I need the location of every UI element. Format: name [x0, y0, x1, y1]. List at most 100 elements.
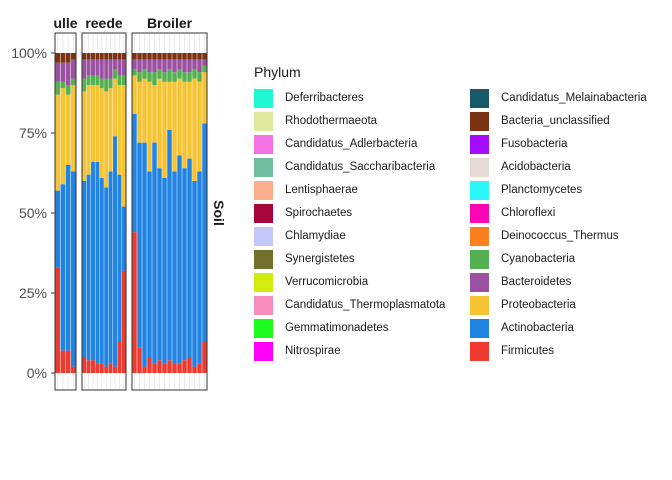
bar-segment [121, 85, 126, 207]
bar-segment [95, 59, 100, 76]
bar-segment [182, 59, 187, 73]
legend-label: Acidobacteria [501, 161, 571, 173]
bar-segment [104, 78, 109, 92]
bar-segment [65, 94, 71, 165]
legend-item: Spirochaetes [254, 202, 352, 224]
bar-segment [91, 360, 95, 373]
bar-segment [108, 53, 113, 60]
bar-segment [197, 171, 202, 364]
bar-segment [99, 59, 104, 79]
bar-segment [121, 53, 126, 60]
bar-segment [60, 184, 66, 351]
legend-item: Actinobacteria [470, 317, 574, 339]
bar-segment [137, 59, 142, 73]
legend-swatch [470, 341, 489, 361]
bar-segment [192, 181, 197, 367]
bar-segment [172, 171, 177, 364]
bar-segment [60, 53, 66, 63]
bar-segment [99, 78, 104, 89]
bar-segment [182, 360, 187, 373]
legend-label: Chlamydiae [285, 230, 346, 242]
bar-segment [152, 363, 157, 373]
bar-segment [192, 366, 197, 373]
bar-segment [202, 53, 207, 60]
legend-item: Bacteroidetes [470, 271, 571, 293]
bar-segment [172, 59, 177, 73]
legend-label: Planctomycetes [501, 184, 583, 196]
facet-strip-label: ulle [53, 15, 77, 31]
bar-segment [55, 267, 60, 373]
bar-segment [71, 53, 76, 60]
bar-segment [113, 69, 117, 79]
bar-segment [162, 81, 167, 178]
bar-segment [137, 347, 142, 373]
legend-swatch [470, 295, 489, 315]
bar-segment [113, 53, 117, 60]
bar-segment [187, 81, 192, 159]
legend-item: Cyanobacteria [470, 248, 575, 270]
bar-segment [167, 360, 172, 373]
bar-segment [82, 181, 87, 357]
bar-segment [197, 53, 202, 60]
legend-swatch [470, 88, 489, 108]
bar-segment [147, 59, 152, 73]
bar-segment [152, 142, 157, 364]
bar-segment [117, 174, 122, 341]
bar-segment [108, 59, 113, 79]
bar-segment [132, 59, 137, 69]
bar-segment [187, 158, 192, 357]
legend-item: Lentisphaerae [254, 179, 358, 201]
legend-label: Deinococcus_Thermus [501, 230, 619, 242]
bar-segment [147, 53, 152, 60]
legend-item: Candidatus_Thermoplasmatota [254, 294, 445, 316]
legend-swatch [254, 203, 273, 223]
bar-segment [86, 174, 91, 361]
bar-segment [95, 363, 100, 373]
legend-swatch [470, 111, 489, 131]
bar-segment [82, 91, 87, 181]
facet-strip-label: Broiler [147, 15, 193, 31]
bar-segment [202, 341, 207, 373]
bar-segment [55, 94, 60, 191]
legend-item: Candidatus_Melainabacteria [470, 87, 647, 109]
bar-segment [147, 171, 152, 357]
y-tick-label: 100% [11, 45, 47, 61]
bar-segment [157, 78, 162, 169]
bar-segment [197, 59, 202, 73]
legend-swatch [470, 157, 489, 177]
bar-segment [182, 81, 187, 169]
bar-segment [104, 59, 109, 79]
bar-segment [132, 113, 137, 233]
bar-segment [187, 59, 192, 73]
legend-item: Synergistetes [254, 248, 355, 270]
bar-segment [95, 161, 100, 364]
legend-swatch [470, 318, 489, 338]
legend-swatch [470, 203, 489, 223]
bar-segment [117, 85, 122, 175]
bar-segment [192, 78, 197, 181]
bar-segment [177, 59, 182, 69]
legend-swatch [254, 134, 273, 154]
bar-segment [99, 88, 104, 178]
legend-label: Gemmatimonadetes [285, 322, 389, 334]
bar-segment [117, 75, 122, 85]
facet-row-label: Soil [211, 200, 227, 226]
bar-segment [147, 357, 152, 373]
bar-segment [157, 59, 162, 69]
bar-segment [172, 363, 177, 373]
bar-segment [167, 69, 172, 82]
legend-item: Planctomycetes [470, 179, 582, 201]
bar-segment [65, 53, 71, 63]
bar-segment [132, 75, 137, 114]
bar-segment [142, 69, 147, 79]
bar-segment [167, 81, 172, 130]
bar-segment [177, 69, 182, 79]
bar-segment [162, 363, 167, 373]
legend-swatch [254, 295, 273, 315]
bar-segment [86, 75, 91, 85]
legend-item: Bacteria_unclassified [470, 110, 610, 132]
bar-segment [113, 59, 117, 69]
bar-segment [65, 165, 71, 351]
bar-segment [167, 59, 172, 69]
bar-segment [177, 363, 182, 373]
